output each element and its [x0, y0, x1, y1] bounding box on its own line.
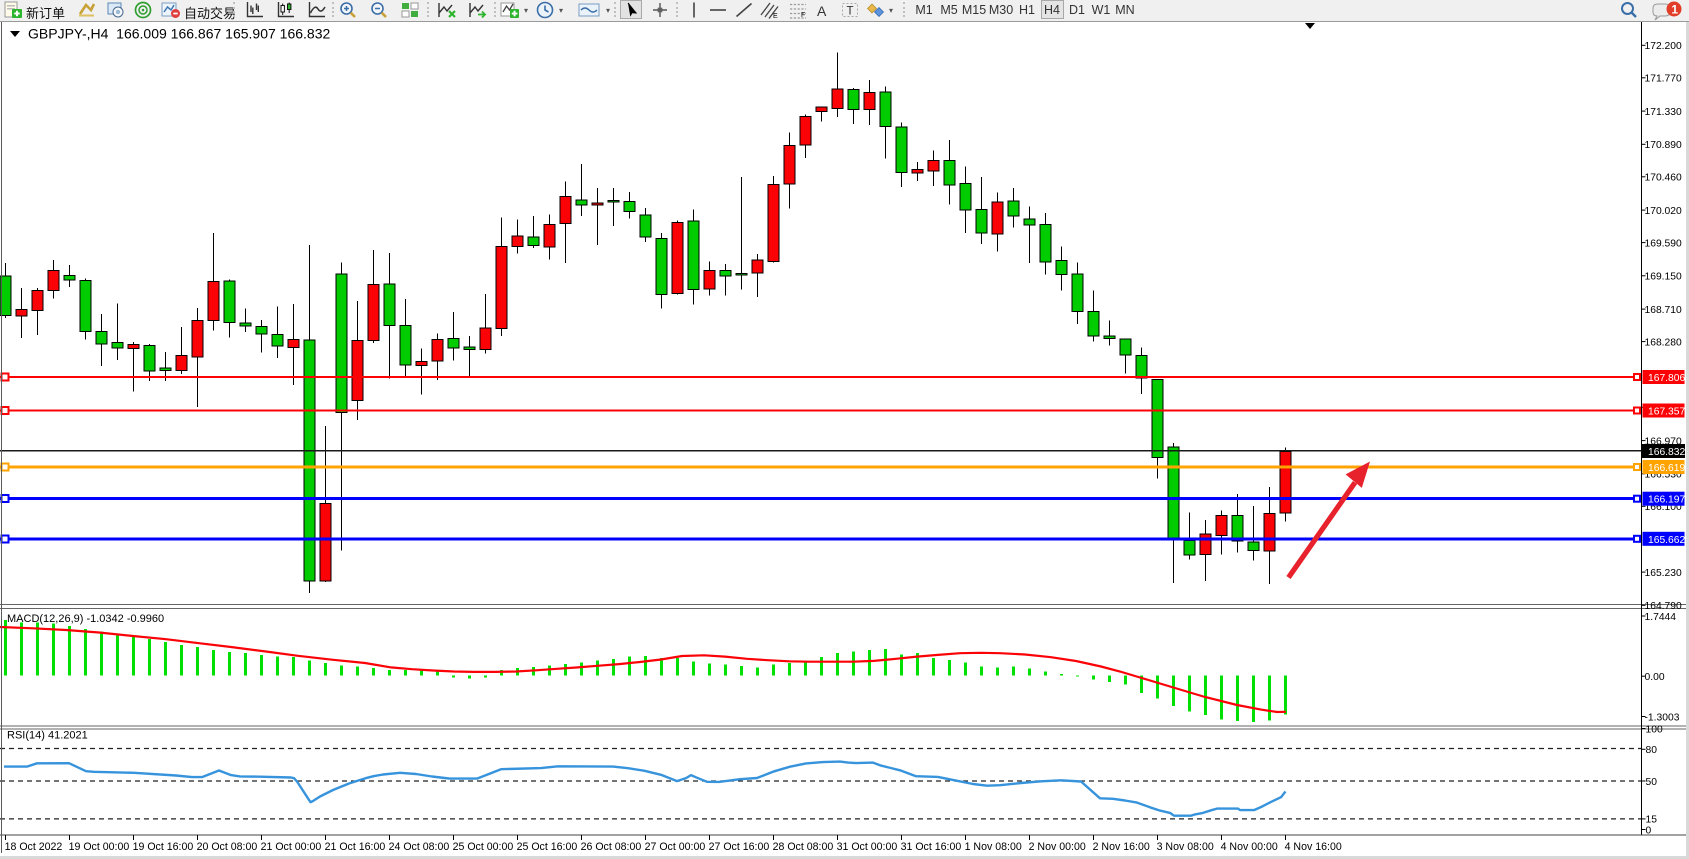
- svg-text:28 Oct 08:00: 28 Oct 08:00: [773, 841, 834, 853]
- svg-text:GBPJPY-,H4 166.009 166.867 16: GBPJPY-,H4 166.009 166.867 165.907 166.8…: [28, 26, 330, 42]
- svg-text:164.790: 164.790: [1645, 601, 1682, 612]
- svg-text:100: 100: [1646, 724, 1663, 735]
- svg-text:170.890: 170.890: [1645, 140, 1682, 151]
- svg-text:167.806: 167.806: [1648, 373, 1685, 384]
- svg-text:25 Oct 00:00: 25 Oct 00:00: [453, 841, 514, 853]
- svg-text:31 Oct 00:00: 31 Oct 00:00: [837, 841, 898, 853]
- svg-text:31 Oct 16:00: 31 Oct 16:00: [901, 841, 962, 853]
- svg-text:T: T: [847, 6, 854, 18]
- svg-text:E: E: [773, 13, 778, 19]
- svg-text:27 Oct 16:00: 27 Oct 16:00: [709, 841, 770, 853]
- svg-text:3 Nov 08:00: 3 Nov 08:00: [1157, 841, 1214, 853]
- svg-text:2 Nov 00:00: 2 Nov 00:00: [1029, 841, 1086, 853]
- svg-text:166.619: 166.619: [1648, 463, 1685, 474]
- svg-text:167.357: 167.357: [1648, 407, 1685, 418]
- svg-text:19 Oct 16:00: 19 Oct 16:00: [133, 841, 194, 853]
- svg-text:165.662: 165.662: [1648, 535, 1685, 546]
- svg-text:170.460: 170.460: [1645, 173, 1682, 184]
- svg-text:166.197: 166.197: [1648, 495, 1685, 506]
- svg-text:169.590: 169.590: [1645, 238, 1682, 249]
- svg-text:26 Oct 08:00: 26 Oct 08:00: [581, 841, 642, 853]
- svg-text:21 Oct 00:00: 21 Oct 00:00: [261, 841, 322, 853]
- svg-text:166.100: 166.100: [1645, 502, 1682, 513]
- svg-text:21 Oct 16:00: 21 Oct 16:00: [325, 841, 386, 853]
- svg-text:2 Nov 16:00: 2 Nov 16:00: [1093, 841, 1150, 853]
- svg-text:171.770: 171.770: [1645, 74, 1682, 85]
- svg-text:18 Oct 2022: 18 Oct 2022: [5, 841, 63, 853]
- svg-text:171.330: 171.330: [1645, 107, 1682, 118]
- svg-text:-1.3003: -1.3003: [1645, 712, 1680, 723]
- svg-text:MACD(12,26,9) -1.0342 -0.9960: MACD(12,26,9) -1.0342 -0.9960: [7, 613, 164, 625]
- svg-text:0: 0: [1646, 825, 1652, 836]
- svg-text:19 Oct 00:00: 19 Oct 00:00: [69, 841, 130, 853]
- svg-text:1 Nov 08:00: 1 Nov 08:00: [965, 841, 1022, 853]
- svg-text:170.020: 170.020: [1645, 206, 1682, 217]
- svg-text:165.230: 165.230: [1645, 568, 1682, 579]
- svg-text:1: 1: [1671, 2, 1678, 16]
- svg-text:169.150: 169.150: [1645, 272, 1682, 283]
- svg-text:24 Oct 08:00: 24 Oct 08:00: [389, 841, 450, 853]
- svg-text:168.710: 168.710: [1645, 305, 1682, 316]
- svg-text:RSI(14) 41.2021: RSI(14) 41.2021: [7, 730, 88, 742]
- svg-text:50: 50: [1646, 777, 1658, 788]
- svg-text:172.200: 172.200: [1645, 41, 1682, 52]
- svg-text:168.280: 168.280: [1645, 337, 1682, 348]
- svg-text:20 Oct 08:00: 20 Oct 08:00: [197, 841, 258, 853]
- svg-text:0.00: 0.00: [1645, 672, 1665, 683]
- svg-text:25 Oct 16:00: 25 Oct 16:00: [517, 841, 578, 853]
- svg-text:15: 15: [1646, 815, 1658, 826]
- svg-text:4 Nov 16:00: 4 Nov 16:00: [1285, 841, 1342, 853]
- svg-text:27 Oct 00:00: 27 Oct 00:00: [645, 841, 706, 853]
- svg-text:1.7444: 1.7444: [1645, 612, 1677, 623]
- svg-text:F: F: [801, 12, 805, 19]
- svg-text:4 Nov 00:00: 4 Nov 00:00: [1221, 841, 1278, 853]
- svg-text:166.530: 166.530: [1645, 470, 1682, 481]
- svg-text:80: 80: [1646, 745, 1658, 756]
- svg-text:166.970: 166.970: [1645, 436, 1682, 447]
- svg-text:166.832: 166.832: [1648, 447, 1685, 458]
